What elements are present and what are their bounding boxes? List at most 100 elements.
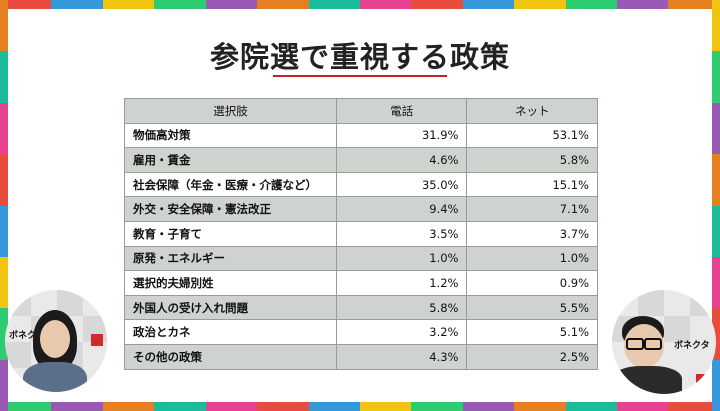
frame-segment [51,0,103,9]
frame-bottom [0,402,720,411]
frame-segment [565,402,618,411]
policy-cell: 政治とカネ [124,319,337,345]
frame-segment [0,402,52,411]
frame-segment [257,0,309,9]
frame-segment [308,402,360,411]
net-cell: 15.1% [466,171,598,198]
frame-segment [0,0,52,9]
presenter-shirt [23,362,87,392]
table-row: その他の政策 4.3% 2.5% [124,343,598,370]
frame-segment [154,402,206,411]
policy-cell: その他の政策 [124,343,337,370]
backdrop-tile [690,290,716,316]
backdrop-tile [5,342,31,368]
badge-icon [91,334,103,346]
policy-cell: 社会保障（年金・医療・介護など） [124,171,337,198]
policy-cell: 外国人の受け入れ問題 [124,294,337,321]
net-cell: 0.9% [466,270,598,296]
frame-segment [0,308,8,360]
policy-cell: 物価高対策 [124,122,337,149]
frame-segment [462,0,515,9]
frame-segment [712,154,720,206]
table-row: 雇用・賃金 4.6% 5.8% [124,147,598,173]
slide-title: 参院選で重視する政策 [209,40,510,74]
glasses-icon [626,338,644,350]
policy-cell: 雇用・賃金 [124,147,337,173]
frame-top [0,0,720,9]
frame-segment [712,0,720,52]
net-cell: 1.0% [466,245,598,272]
table-row: 選択的夫婦別姓 1.2% 0.9% [124,270,598,296]
frame-segment [514,0,566,9]
frame-segment [308,0,360,9]
frame-segment [154,0,206,9]
phone-cell: 31.9% [335,122,468,149]
frame-segment [617,0,669,9]
policy-table: 選択肢 電話 ネット 物価高対策 31.9% 53.1% 雇用・賃金 4.6% 5.8% 社… [124,98,598,370]
frame-segment [411,0,463,9]
net-cell: 5.5% [466,294,598,321]
frame-segment [411,402,463,411]
frame-segment [359,0,412,9]
frame-segment [102,402,155,411]
frame-segment [0,359,8,411]
phone-cell: 35.0% [335,171,468,198]
glasses-icon [644,338,662,350]
table-row: 外国人の受け入れ問題 5.8% 5.5% [124,294,598,321]
phone-cell: 1.2% [335,270,468,296]
frame-segment [712,359,720,411]
phone-cell: 5.8% [335,294,468,321]
badge-icon [696,374,708,386]
table-header-row: 選択肢 電話 ネット [124,98,598,124]
phone-cell: 1.0% [335,245,468,272]
phone-cell: 3.2% [335,319,468,345]
phone-cell: 9.4% [335,196,468,222]
phone-cell: 4.3% [335,343,468,370]
table-row: 政治とカネ 3.2% 5.1% [124,319,598,345]
frame-segment [0,51,8,103]
channel-logo: ボネクタ [674,341,710,351]
frame-segment [359,402,412,411]
table-row: 教育・子育て 3.5% 3.7% [124,220,598,247]
backdrop-tile [664,316,690,342]
frame-segment [102,0,155,9]
net-cell: 3.7% [466,220,598,247]
presenter-right-video: ボネクタ [612,290,716,394]
frame-segment [668,0,720,9]
net-cell: 5.8% [466,147,598,173]
presenter-face [40,320,70,358]
frame-segment [0,154,8,206]
frame-segment [712,102,720,155]
frame-segment [0,0,8,52]
frame-segment [617,402,669,411]
policy-cell: 外交・安全保障・憲法改正 [124,196,337,222]
phone-cell: 3.5% [335,220,468,247]
net-cell: 7.1% [466,196,598,222]
frame-segment [0,256,8,309]
table-row: 物価高対策 31.9% 53.1% [124,122,598,149]
table-row: 原発・エネルギー 1.0% 1.0% [124,245,598,272]
frame-segment [712,256,720,309]
frame-right [712,0,720,411]
frame-segment [0,205,8,257]
header-phone: 電話 [335,98,468,124]
backdrop-tile [5,290,31,316]
frame-segment [668,402,720,411]
frame-segment [205,0,258,9]
backdrop-tile [638,290,664,316]
net-cell: 5.1% [466,319,598,345]
frame-segment [712,205,720,257]
header-option: 選択肢 [124,98,337,124]
frame-segment [712,308,720,360]
net-cell: 53.1% [466,122,598,149]
table-row: 外交・安全保障・憲法改正 9.4% 7.1% [124,196,598,222]
frame-segment [205,402,258,411]
presenter-left-video: ボネクタ [5,290,107,392]
channel-logo: ボネクタ [9,331,45,341]
frame-segment [257,402,309,411]
title-underline [273,75,447,77]
frame-segment [514,402,566,411]
frame-segment [462,402,515,411]
policy-cell: 選択的夫婦別姓 [124,270,337,296]
phone-cell: 4.6% [335,147,468,173]
